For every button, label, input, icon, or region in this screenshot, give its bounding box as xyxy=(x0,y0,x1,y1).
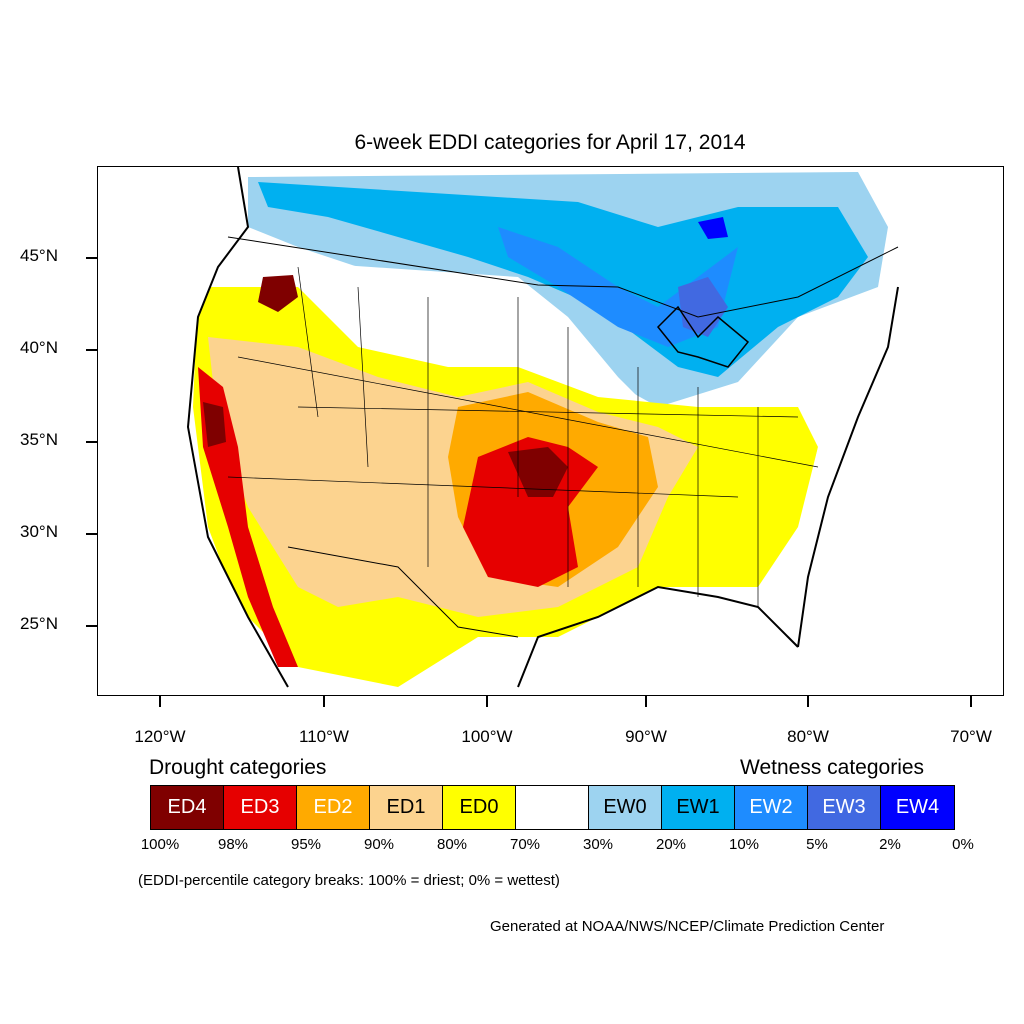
lat-tick xyxy=(86,533,97,535)
legend-swatch: EW0 xyxy=(589,786,662,829)
lon-tick xyxy=(970,696,972,707)
lon-label-100w: 100°W xyxy=(461,727,513,746)
lon-label-80w: 80°W xyxy=(787,727,829,746)
ocean-southeast xyxy=(519,397,1003,695)
gulf-coastline xyxy=(517,585,799,688)
wetness-heading: Wetness categories xyxy=(740,756,925,779)
lon-label-110w: 110°W xyxy=(299,727,349,746)
lat-label-30: 30°N xyxy=(20,522,58,541)
border-canada xyxy=(227,236,899,318)
wetness-region-ew3 xyxy=(678,277,728,337)
legend-swatch: ED0 xyxy=(443,786,516,829)
coastline xyxy=(186,167,289,688)
legend-break-label: 2% xyxy=(879,836,901,853)
lat-label-40: 40°N xyxy=(20,338,58,357)
legend-break-label: 5% xyxy=(806,836,828,853)
lat-label-25: 25°N xyxy=(20,614,58,633)
legend-swatch: ED4 xyxy=(151,786,224,829)
legend-break-label: 100% xyxy=(140,836,180,853)
lat-label-35: 35°N xyxy=(20,430,58,449)
legend-swatch: EW2 xyxy=(735,786,808,829)
lon-tick xyxy=(323,696,325,707)
lon-tick xyxy=(807,696,809,707)
lon-label-70w: 70°W xyxy=(950,727,992,746)
drought-region-ed4 xyxy=(508,447,568,497)
legend-swatch: EW4 xyxy=(881,786,954,829)
drought-heading: Drought categories xyxy=(149,756,327,779)
lon-tick xyxy=(486,696,488,707)
eddi-map xyxy=(97,166,1004,696)
wetness-region-ew4 xyxy=(698,217,728,239)
legend-break-label: 95% xyxy=(290,836,322,853)
legend-break-label: 30% xyxy=(582,836,614,853)
category-note: (EDDI-percentile category breaks: 100% =… xyxy=(138,872,560,889)
state-lines xyxy=(227,266,819,607)
legend-break-label: 10% xyxy=(728,836,760,853)
legend-colorbar: ED4 ED3 ED2 ED1 ED0 EW0 EW1 EW2 EW3 EW4 xyxy=(150,785,955,830)
legend-break-label: 70% xyxy=(509,836,541,853)
ocean-northwest xyxy=(98,167,288,695)
lat-label-45: 45°N xyxy=(20,246,58,265)
drought-region-ed4-northwest xyxy=(258,275,298,312)
legend-swatch: EW3 xyxy=(808,786,881,829)
legend-swatch: ED3 xyxy=(224,786,297,829)
drought-region-ed4-california xyxy=(203,402,226,447)
legend-swatch: EW1 xyxy=(662,786,735,829)
legend-break-label: 90% xyxy=(363,836,395,853)
lon-label-120w: 120°W xyxy=(134,727,186,746)
legend-break-label: 0% xyxy=(952,836,974,853)
lon-label-90w: 90°W xyxy=(625,727,667,746)
border-mexico xyxy=(287,546,519,638)
great-lakes xyxy=(656,305,750,368)
legend-swatch: ED2 xyxy=(297,786,370,829)
legend-swatch xyxy=(516,786,589,829)
legend-break-label: 20% xyxy=(655,836,687,853)
legend-break-label: 98% xyxy=(217,836,249,853)
lon-tick xyxy=(159,696,161,707)
lon-tick xyxy=(645,696,647,707)
credit-line: Generated at NOAA/NWS/NCEP/Climate Predi… xyxy=(490,918,885,935)
east-coastline xyxy=(797,286,899,648)
lat-tick xyxy=(86,257,97,259)
legend-break-label: 80% xyxy=(436,836,468,853)
lat-tick xyxy=(86,441,97,443)
map-title: 6-week EDDI categories for April 17, 201… xyxy=(354,131,746,154)
legend-swatch: ED1 xyxy=(370,786,443,829)
lat-tick xyxy=(86,349,97,351)
lat-tick xyxy=(86,625,97,627)
